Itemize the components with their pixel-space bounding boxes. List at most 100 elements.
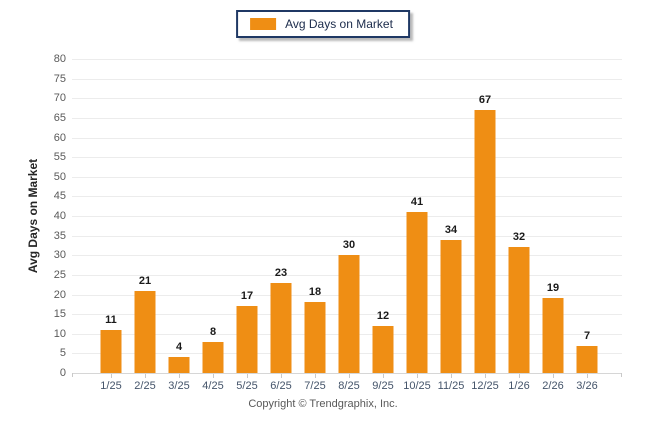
x-tick-label: 2/25: [134, 380, 156, 392]
bar: [440, 240, 462, 373]
x-axis-tick: [179, 374, 180, 378]
x-tick-label: 3/26: [576, 380, 598, 392]
gridline: [72, 216, 622, 217]
x-axis-tick: [451, 374, 452, 378]
x-axis-tick: [417, 374, 418, 378]
bar: [474, 110, 496, 373]
bar: [100, 330, 122, 373]
x-axis-tick: [145, 374, 146, 378]
y-tick-label: 35: [53, 229, 66, 242]
gridline: [72, 235, 622, 237]
bar-value-label: 12: [376, 310, 390, 322]
x-tick-label: 12/25: [471, 380, 499, 392]
bar-value-label: 4: [175, 341, 183, 353]
y-tick-label: 25: [53, 268, 66, 281]
bar-value-label: 67: [478, 94, 492, 106]
x-axis-tick: [111, 374, 112, 378]
bar-column: 41 10/25: [400, 59, 434, 392]
bar-column: 7 3/26: [570, 59, 604, 392]
gridline: [72, 98, 622, 100]
y-tick-label: 10: [53, 327, 66, 340]
x-tick-label: 4/25: [202, 380, 224, 392]
bar-value-label: 8: [209, 326, 217, 338]
bar: [508, 247, 530, 373]
y-tick-label: 60: [53, 131, 66, 144]
y-tick-label: 70: [53, 92, 66, 105]
bar: [168, 357, 190, 373]
legend-label: Avg Days on Market: [285, 17, 393, 31]
bars-container: 11 1/25 21 2/25 4 3/25 8 4/25 17 5/25 23 6/25 18 7/25…: [94, 59, 604, 392]
x-tick-label: 2/26: [542, 380, 564, 392]
bar-column: 23 6/25: [264, 59, 298, 392]
x-axis-tick: [553, 374, 554, 378]
x-axis-tick: [213, 374, 214, 378]
bar: [576, 346, 598, 373]
x-tick-label: 9/25: [372, 380, 394, 392]
bar-value-label: 32: [512, 231, 526, 243]
x-axis-tick: [281, 374, 282, 378]
bar: [202, 342, 224, 373]
x-axis-tick: [315, 374, 316, 378]
bar-column: 11 1/25: [94, 59, 128, 392]
x-tick-label: 11/25: [437, 380, 465, 392]
legend-swatch: [250, 18, 277, 30]
bar-column: 17 5/25: [230, 59, 264, 392]
y-tick-label: 20: [53, 288, 66, 301]
bar-value-label: 23: [274, 267, 288, 279]
x-tick-label: 6/25: [270, 380, 292, 392]
x-tick-label: 3/25: [168, 380, 190, 392]
y-tick-label: 15: [53, 308, 66, 321]
x-tick-label: 1/26: [508, 380, 530, 392]
bar: [338, 255, 360, 373]
gridline: [72, 117, 622, 119]
bar-value-label: 30: [342, 239, 356, 251]
axis-end-tick: [621, 373, 622, 377]
x-tick-label: 7/25: [304, 380, 326, 392]
gridline: [72, 78, 622, 80]
gridline: [72, 176, 622, 178]
bar: [236, 306, 258, 373]
bar-value-label: 41: [410, 196, 424, 208]
gridline: [72, 157, 622, 159]
y-tick-label: 50: [53, 170, 66, 183]
gridline: [72, 59, 622, 60]
x-tick-label: 5/25: [236, 380, 258, 392]
y-axis-labels: 0 5 10 15 20 25 30 35 40 45 50 55 60 65 70 75 80: [0, 53, 66, 379]
bar: [406, 212, 428, 373]
bar-value-label: 19: [546, 282, 560, 294]
legend: Avg Days on Market: [236, 10, 410, 38]
y-tick-label: 0: [59, 367, 66, 379]
y-tick-label: 30: [53, 249, 66, 262]
x-tick-label: 1/25: [100, 380, 122, 392]
x-axis-tick: [587, 374, 588, 378]
bar-column: 21 2/25: [128, 59, 162, 392]
bar-column: 34 11/25: [434, 59, 468, 392]
x-axis-tick: [247, 374, 248, 378]
x-axis-tick: [485, 374, 486, 378]
bar-value-label: 21: [138, 275, 152, 287]
y-tick-label: 40: [53, 210, 66, 222]
x-axis-tick: [349, 374, 350, 378]
bar: [372, 326, 394, 373]
axis-end-tick: [72, 373, 73, 377]
x-tick-label: 8/25: [338, 380, 360, 392]
bar-value-label: 18: [308, 286, 322, 298]
bar-column: 18 7/25: [298, 59, 332, 392]
y-tick-label: 45: [53, 190, 66, 203]
x-axis-line: [72, 373, 622, 374]
gridline: [72, 137, 622, 139]
x-axis-tick: [519, 374, 520, 378]
y-tick-label: 55: [53, 151, 66, 164]
bar-value-label: 7: [583, 330, 591, 342]
bar: [542, 298, 564, 373]
bar-column: 30 8/25: [332, 59, 366, 392]
y-tick-label: 80: [53, 53, 66, 65]
bar-column: 4 3/25: [162, 59, 196, 392]
y-tick-label: 65: [53, 111, 66, 124]
bar-column: 19 2/26: [536, 59, 570, 392]
bar-column: 67 12/25: [468, 59, 502, 392]
plot-area: 11 1/25 21 2/25 4 3/25 8 4/25 17 5/25 23 6/25 18 7/25…: [72, 59, 622, 392]
bar: [304, 302, 326, 373]
copyright-text: Copyright © Trendgraphix, Inc.: [248, 398, 398, 410]
